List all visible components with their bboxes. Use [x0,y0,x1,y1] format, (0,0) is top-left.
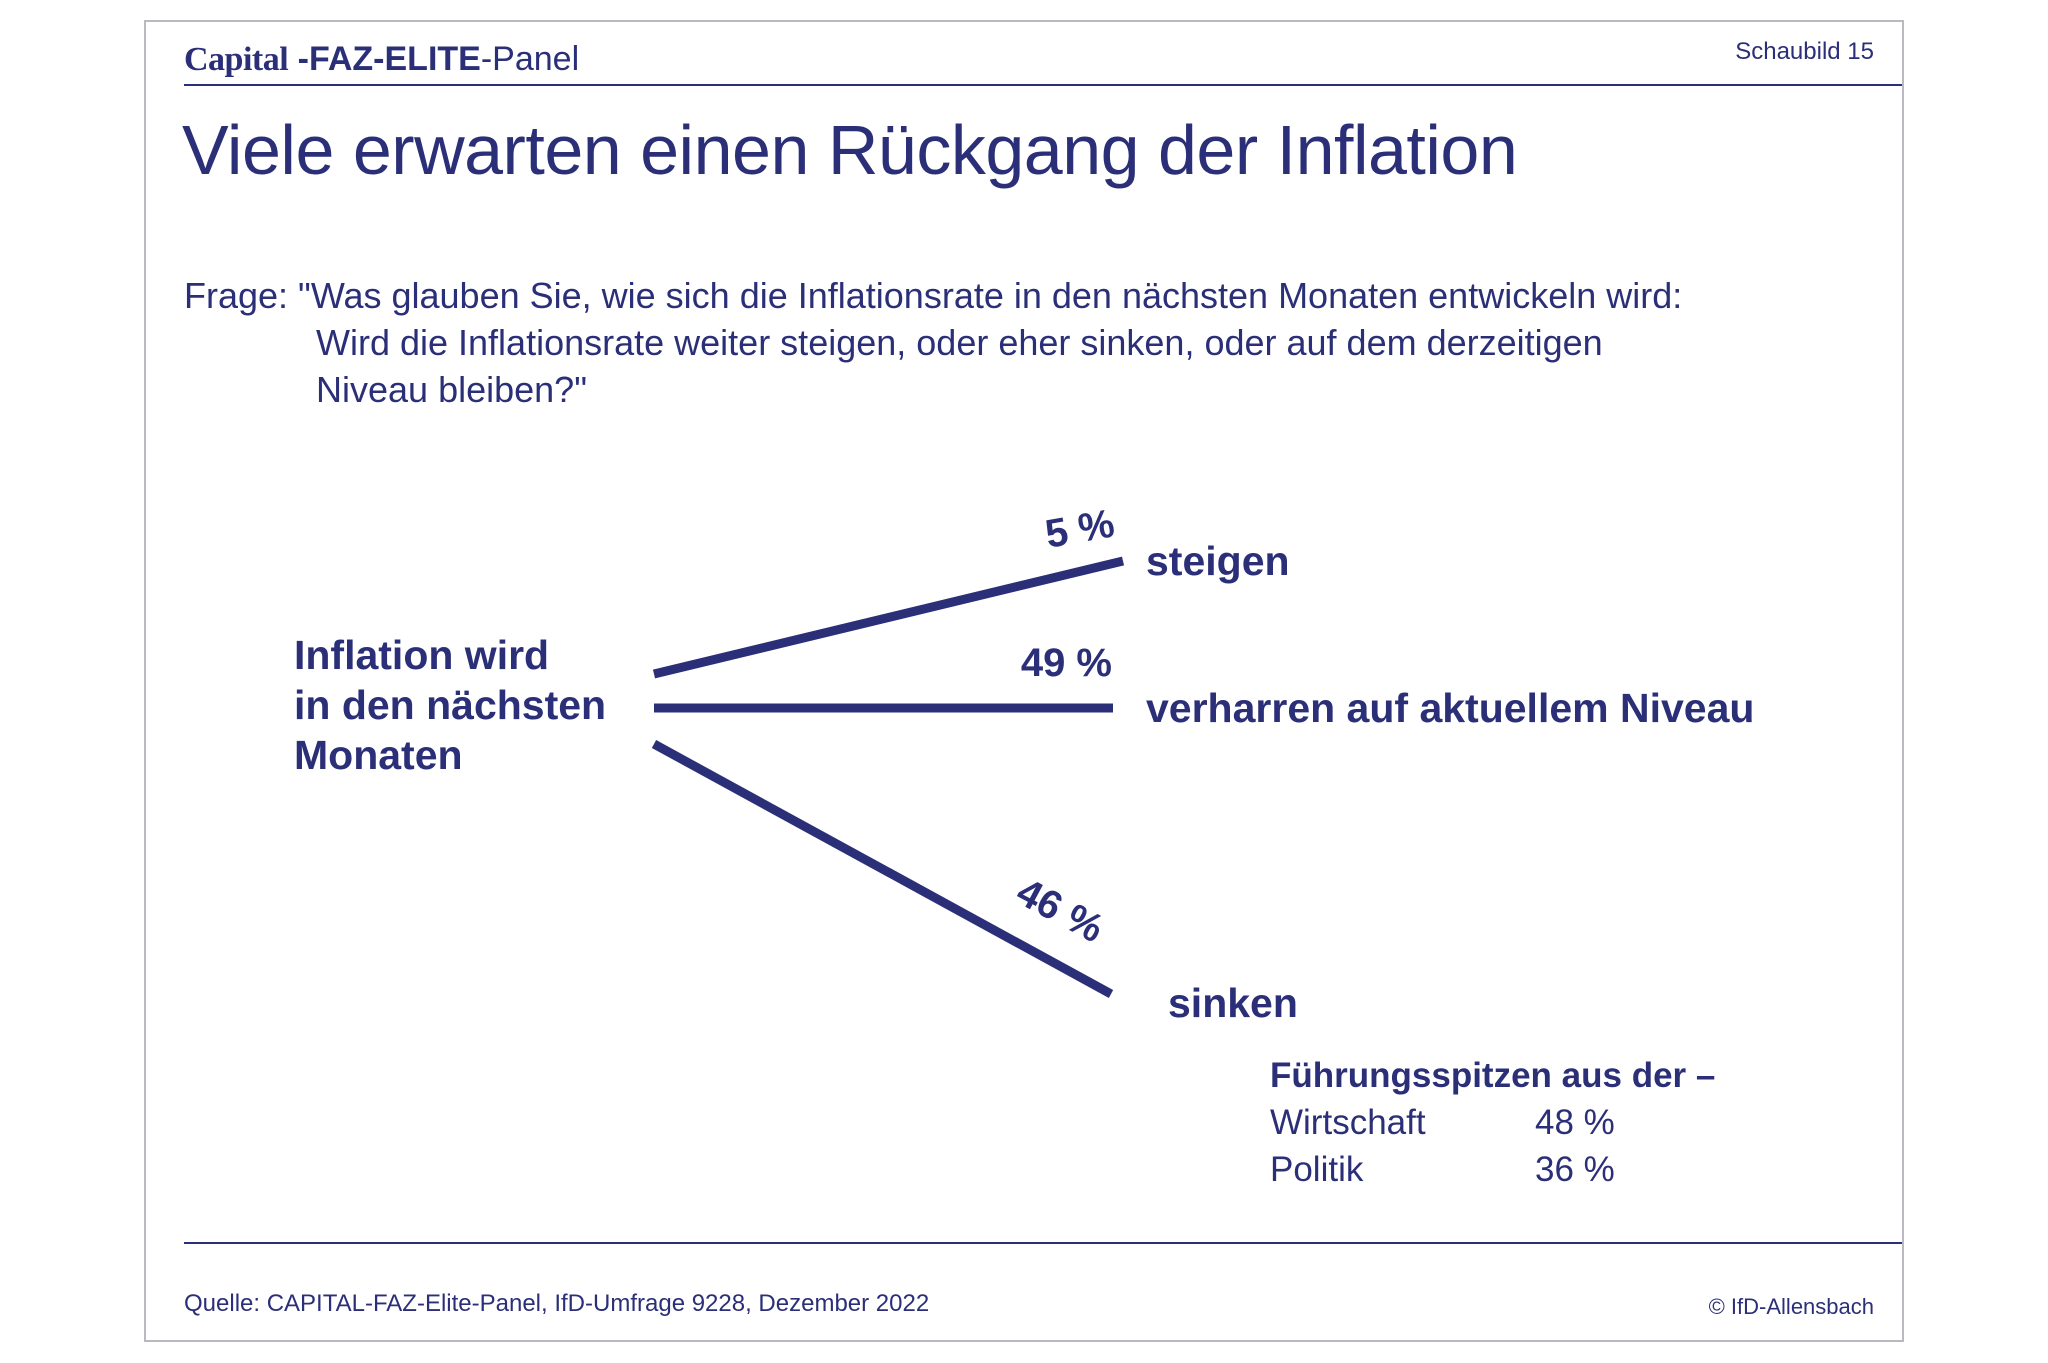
category-label: steigen [1146,538,1290,584]
breakdown-box: Führungsspitzen aus der – Wirtschaft 48 … [1270,1052,1715,1193]
breakdown-name: Politik [1270,1150,1364,1189]
breakdown-value: 48 % [1535,1103,1615,1142]
question-line-3: Niveau bleiben?" [316,369,587,410]
breakdown-row-wirtschaft: Wirtschaft 48 % [1270,1099,1715,1146]
survey-question: Frage: "Was glauben Sie, wie sich die In… [184,272,1682,413]
subject-line-3: Monaten [294,732,463,778]
chart-subject: Inflation wird in den nächsten Monaten [294,630,606,780]
breakdown-name: Wirtschaft [1270,1103,1426,1142]
chart-number: Schaubild 15 [1735,38,1874,65]
branch-line [652,556,1125,679]
breakdown-value: 36 % [1535,1150,1615,1189]
category-label: sinken [1168,980,1298,1026]
page-title: Viele erwarten einen Rückgang der Inflat… [182,111,1518,189]
copyright: © IfD-Allensbach [1708,1294,1874,1319]
subject-line-1: Inflation wird [294,632,550,678]
question-line-2: Wird die Inflationsrate weiter steigen, … [316,322,1603,363]
value-label: 46 % [1010,870,1111,952]
header-divider [184,84,1902,86]
source-note: Quelle: CAPITAL-FAZ-Elite-Panel, IfD-Umf… [184,1290,930,1317]
chart-frame: Capital -FAZ-ELITE-Panel Schaubild 15 Vi… [144,20,1904,1342]
subject-line-2: in den nächsten [294,682,607,728]
breakdown-heading: Führungsspitzen aus der – [1270,1056,1716,1095]
value-label: 5 % [1042,502,1118,557]
category-label: verharren auf aktuellem Niveau [1146,685,1754,731]
brand-capital: Capital [184,41,289,78]
breakdown-row-politik: Politik 36 % [1270,1146,1715,1193]
branch-line [651,740,1114,998]
brand-panel: -Panel [480,40,580,78]
chart-svg: 5 % steigen 49 % verharren auf aktuellem Ni… [651,502,1754,1026]
brand-faz-elite: -FAZ-ELITE [288,40,481,78]
footer-divider [184,1242,1902,1244]
value-label: 49 % [1021,641,1112,685]
brand-logo: Capital -FAZ-ELITE-Panel [184,40,579,79]
question-line-1: Frage: "Was glauben Sie, wie sich die In… [184,275,1683,316]
